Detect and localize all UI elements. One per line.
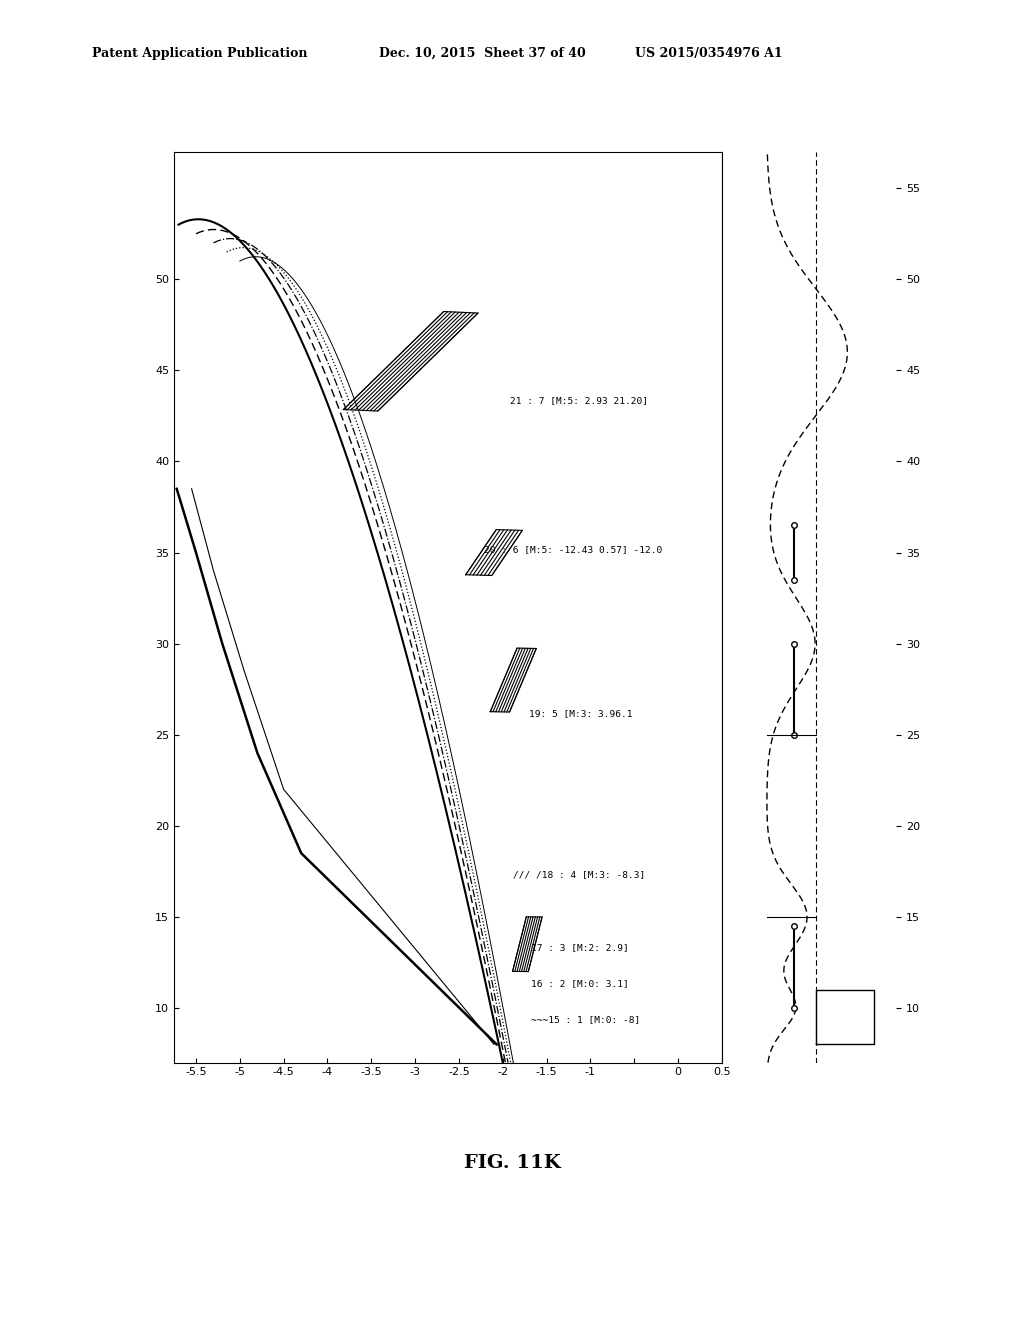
Text: ~~~15 : 1 [M:0: -8]: ~~~15 : 1 [M:0: -8] xyxy=(530,1015,640,1024)
Text: Patent Application Publication: Patent Application Publication xyxy=(92,46,307,59)
Text: 21 : 7 [M:5: 2.93 21.20]: 21 : 7 [M:5: 2.93 21.20] xyxy=(510,396,648,405)
Text: 19: 5 [M:3: 3.96.1: 19: 5 [M:3: 3.96.1 xyxy=(529,709,633,718)
Text: 20 : 6 [M:5: -12.43 0.57] -12.0: 20 : 6 [M:5: -12.43 0.57] -12.0 xyxy=(483,545,662,554)
Text: 16 : 2 [M:0: 3.1]: 16 : 2 [M:0: 3.1] xyxy=(530,979,629,989)
Text: FIG. 11K: FIG. 11K xyxy=(464,1154,560,1172)
Text: /// /18 : 4 [M:3: -8.3]: /// /18 : 4 [M:3: -8.3] xyxy=(513,870,645,879)
Text: US 2015/0354976 A1: US 2015/0354976 A1 xyxy=(635,46,782,59)
Text: 17 : 3 [M:2: 2.9]: 17 : 3 [M:2: 2.9] xyxy=(530,942,629,952)
Text: Dec. 10, 2015  Sheet 37 of 40: Dec. 10, 2015 Sheet 37 of 40 xyxy=(379,46,586,59)
